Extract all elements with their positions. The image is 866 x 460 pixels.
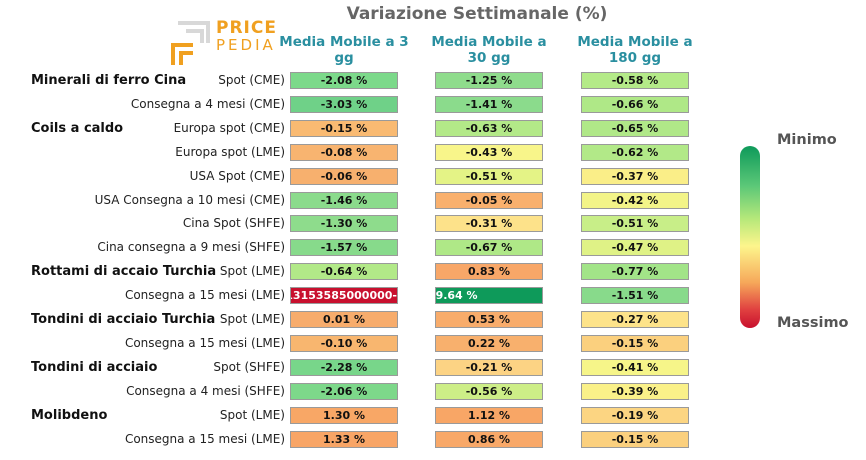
- value-cell: -0.62 %: [581, 143, 689, 161]
- value-cell: -3.03 %: [290, 95, 398, 113]
- group-label: Tondini di acciaio: [31, 359, 158, 375]
- value-cell: -0.19 %: [581, 406, 689, 424]
- value-cell: -0.77 %: [581, 263, 689, 281]
- value-cell: 0.83 %: [435, 263, 543, 281]
- value-cell: -2.08 %: [290, 72, 398, 89]
- value-cell: -0.37 %: [581, 167, 689, 185]
- row-label: Europa spot (LME): [175, 144, 285, 159]
- pricepedia-logo: PRICE PEDIA: [168, 18, 278, 68]
- value-cell: -0.51 %: [435, 167, 543, 185]
- row-label: Consegna a 4 mesi (SHFE): [126, 383, 285, 398]
- value-cell: -0.15 %: [581, 334, 689, 352]
- logo-text-2: PEDIA: [216, 36, 276, 54]
- value-cell: -2.06 %: [290, 382, 398, 400]
- value-cell: -1.51 %: [581, 287, 689, 305]
- group-label: Minerali di ferro Cina: [31, 73, 187, 88]
- value-cell: -0.05 %: [435, 191, 543, 209]
- row-label: Consegna a 15 mesi (LME): [124, 431, 285, 446]
- value-cell: -0.08 %: [290, 143, 398, 161]
- value-cell: -0.51 %: [581, 215, 689, 233]
- row-label: Spot (LME): [219, 312, 285, 326]
- row-label: Spot (SHFE): [213, 359, 285, 374]
- value-cell: -0.63 %: [435, 119, 543, 137]
- value-cell: -5.613153585000000 %: [290, 287, 398, 305]
- column-header-3: Media Mobile a 180 gg: [577, 34, 693, 66]
- value-cell: -0.65 %: [581, 119, 689, 137]
- row-label: Consegna a 15 mesi (LME): [124, 335, 285, 350]
- row-label: Consegna a 4 mesi (CME): [130, 96, 285, 111]
- group-label: Tondini di acciaio Turchia: [31, 312, 216, 327]
- value-cell: -0.06 %: [290, 167, 398, 185]
- value-cell: 0.53 %: [435, 311, 543, 328]
- group-label: Molibdeno: [31, 407, 108, 423]
- value-cell: -0.42 %: [581, 191, 689, 209]
- legend-max-label: Massimo: [777, 315, 849, 331]
- value-cell: -1.57 %: [290, 239, 398, 257]
- value-cell: -0.58 %: [581, 72, 689, 89]
- value-cell: -0.15 %: [290, 119, 398, 137]
- row-label: Spot (CME): [218, 73, 285, 87]
- row-label: Spot (LME): [219, 264, 285, 279]
- value-cell: -0.39 %: [581, 382, 689, 400]
- logo-text: PRICE: [216, 18, 277, 38]
- value-cell: -0.15 %: [581, 430, 689, 448]
- value-cell: -0.27 %: [581, 311, 689, 328]
- row-label: Europa spot (CME): [173, 120, 285, 135]
- row-label: USA Consegna a 10 mesi (CME): [94, 192, 285, 207]
- value-cell: -2.28 %: [290, 358, 398, 376]
- value-cell: -0.41 %: [581, 358, 689, 376]
- value-cell: 0.86 %: [435, 430, 543, 448]
- logo-icon: [171, 21, 210, 65]
- value-cell: -0.67 %: [435, 239, 543, 257]
- value-cell: -1.25 %: [435, 72, 543, 89]
- value-cell: -0.21 %: [435, 358, 543, 376]
- value-cell: 1.33 %: [290, 430, 398, 448]
- value-cell: -0.10 %: [290, 334, 398, 352]
- row-label: Cina consegna a 9 mesi (SHFE): [97, 240, 285, 255]
- color-scale-bar: [740, 146, 760, 328]
- value-cell: 0.01 %: [290, 311, 398, 328]
- value-cell: -0.43 %: [435, 143, 543, 161]
- value-cell: -1.46 %: [290, 191, 398, 209]
- value-cell: 1.30 %: [290, 406, 398, 424]
- legend-min-label: Minimo: [777, 132, 837, 148]
- group-label: Rottami di accaio Turchia: [31, 264, 217, 280]
- value-cell: -9.64 %: [435, 287, 543, 305]
- value-cell: -1.30 %: [290, 215, 398, 233]
- value-cell: -0.31 %: [435, 215, 543, 233]
- value-cell: -0.47 %: [581, 239, 689, 257]
- row-label: Spot (LME): [219, 407, 285, 422]
- column-header-2: Media Mobile a 30 gg: [431, 34, 547, 66]
- value-cell: -0.66 %: [581, 95, 689, 113]
- chart-title: Variazione Settimanale (%): [346, 4, 608, 24]
- value-cell: -0.56 %: [435, 382, 543, 400]
- value-cell: -0.64 %: [290, 263, 398, 281]
- column-header-1: Media Mobile a 3 gg: [279, 34, 409, 66]
- row-label: Cina Spot (SHFE): [182, 216, 285, 231]
- value-cell: 1.12 %: [435, 406, 543, 424]
- group-label: Coils a caldo: [31, 120, 124, 136]
- row-label: Consegna a 15 mesi (LME): [124, 288, 285, 303]
- value-cell: 0.22 %: [435, 334, 543, 352]
- value-cell: -1.41 %: [435, 95, 543, 113]
- row-label: USA Spot (CME): [189, 168, 285, 183]
